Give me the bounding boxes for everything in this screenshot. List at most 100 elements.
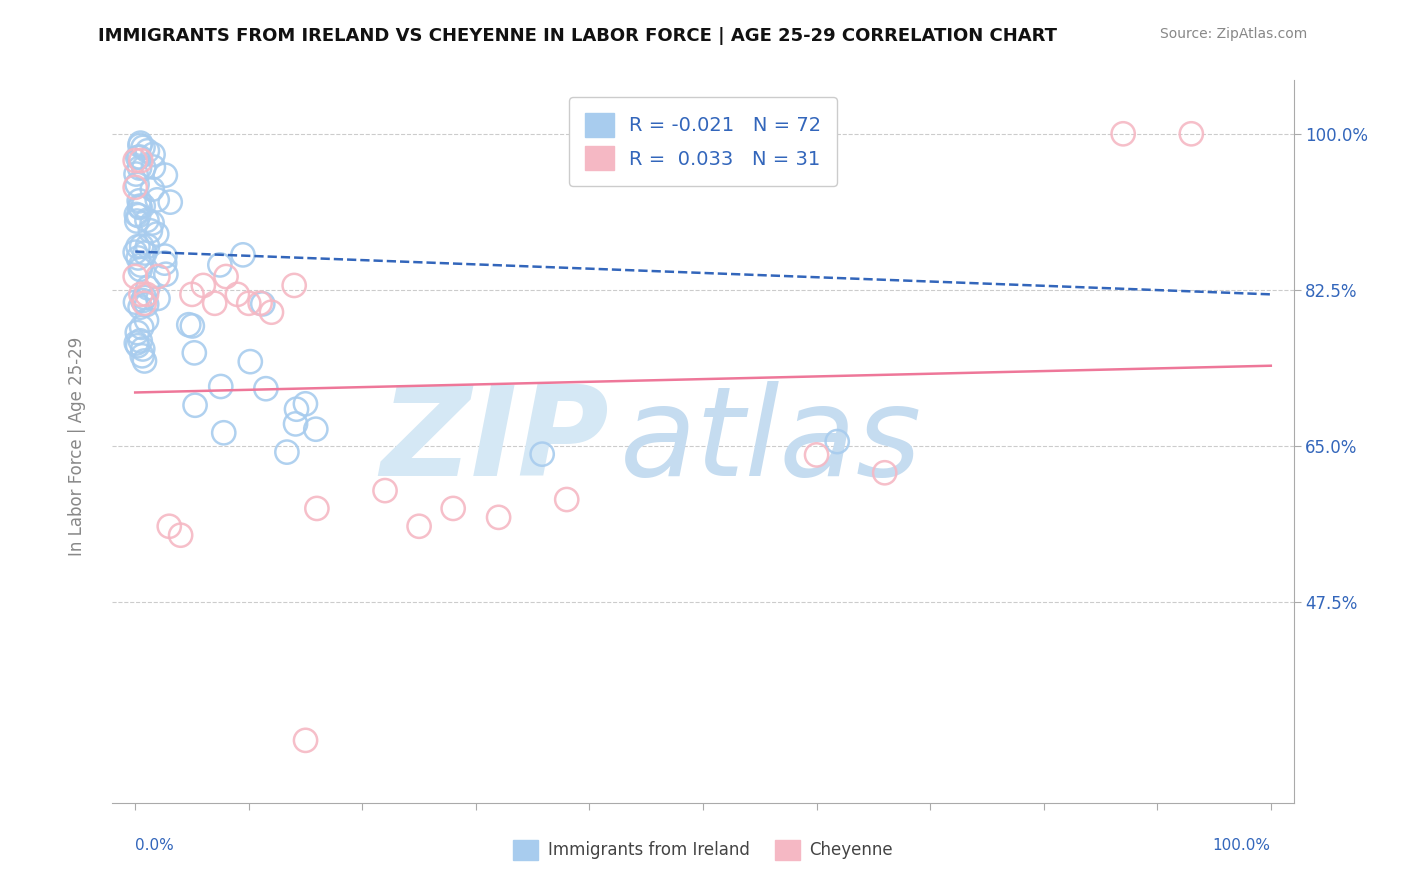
Point bbox=[260, 305, 283, 319]
Point bbox=[239, 354, 262, 368]
Point bbox=[124, 180, 146, 194]
Point bbox=[284, 417, 307, 431]
Point bbox=[294, 733, 316, 747]
Point bbox=[125, 336, 148, 351]
Point bbox=[128, 209, 150, 223]
Point bbox=[146, 292, 169, 306]
Point bbox=[374, 483, 396, 498]
Point bbox=[141, 182, 163, 196]
Point bbox=[134, 246, 156, 260]
Point bbox=[254, 382, 277, 396]
Point bbox=[169, 528, 191, 542]
Point bbox=[276, 445, 298, 459]
Point bbox=[226, 287, 249, 301]
Text: 100.0%: 100.0% bbox=[1213, 838, 1271, 854]
Point bbox=[134, 296, 156, 310]
Text: 0.0%: 0.0% bbox=[135, 838, 174, 854]
Point bbox=[146, 269, 169, 284]
Point bbox=[139, 224, 162, 238]
Point bbox=[136, 144, 159, 158]
Point bbox=[128, 150, 150, 164]
Point bbox=[177, 318, 200, 332]
Point bbox=[294, 397, 316, 411]
Point bbox=[153, 256, 176, 270]
Point bbox=[127, 150, 149, 164]
Point bbox=[129, 138, 152, 153]
Point bbox=[441, 501, 464, 516]
Point bbox=[134, 290, 156, 304]
Point bbox=[181, 287, 204, 301]
Point bbox=[124, 245, 146, 260]
Point bbox=[184, 398, 207, 412]
Point bbox=[531, 447, 554, 461]
Point bbox=[142, 147, 165, 161]
Point bbox=[155, 168, 177, 182]
Point bbox=[129, 300, 152, 314]
Text: atlas: atlas bbox=[620, 381, 922, 502]
Point bbox=[136, 213, 159, 227]
Point bbox=[157, 519, 180, 533]
Point bbox=[128, 161, 150, 175]
Point bbox=[129, 201, 152, 215]
Point bbox=[127, 326, 149, 340]
Point bbox=[305, 501, 328, 516]
Point bbox=[136, 239, 159, 253]
Point bbox=[136, 281, 159, 295]
Point bbox=[555, 492, 578, 507]
Point bbox=[132, 293, 155, 308]
Point bbox=[181, 318, 204, 333]
Point bbox=[129, 136, 152, 150]
Point bbox=[146, 193, 169, 207]
Point bbox=[215, 269, 238, 284]
Point bbox=[125, 214, 148, 228]
Point bbox=[1180, 127, 1202, 141]
Point bbox=[131, 349, 153, 363]
Point bbox=[249, 296, 271, 310]
Point bbox=[145, 227, 167, 241]
Point bbox=[873, 466, 896, 480]
Point bbox=[204, 296, 226, 310]
Text: In Labor Force | Age 25-29: In Labor Force | Age 25-29 bbox=[69, 336, 86, 556]
Point bbox=[129, 258, 152, 272]
Text: Source: ZipAtlas.com: Source: ZipAtlas.com bbox=[1160, 27, 1308, 41]
Point bbox=[132, 161, 155, 175]
Point bbox=[142, 160, 165, 174]
Point bbox=[159, 195, 181, 210]
Point bbox=[305, 422, 328, 436]
Point bbox=[128, 199, 150, 213]
Text: ZIP: ZIP bbox=[380, 381, 609, 502]
Point bbox=[183, 346, 205, 360]
Point bbox=[238, 296, 260, 310]
Point bbox=[127, 251, 149, 265]
Point bbox=[125, 207, 148, 221]
Point bbox=[209, 379, 232, 393]
Point bbox=[128, 194, 150, 208]
Point bbox=[232, 248, 254, 262]
Point bbox=[135, 287, 157, 301]
Point bbox=[132, 199, 155, 213]
Point bbox=[283, 278, 305, 293]
Point bbox=[212, 425, 235, 440]
Point bbox=[124, 269, 146, 284]
Point bbox=[132, 342, 155, 356]
Point bbox=[129, 262, 152, 277]
Point bbox=[124, 295, 146, 310]
Point bbox=[135, 313, 157, 327]
Text: IMMIGRANTS FROM IRELAND VS CHEYENNE IN LABOR FORCE | AGE 25-29 CORRELATION CHART: IMMIGRANTS FROM IRELAND VS CHEYENNE IN L… bbox=[98, 27, 1057, 45]
Point bbox=[825, 434, 848, 449]
Point bbox=[127, 240, 149, 254]
Point bbox=[208, 258, 231, 272]
Point bbox=[129, 153, 152, 168]
Point bbox=[125, 167, 148, 181]
Point bbox=[127, 339, 149, 353]
Legend: Immigrants from Ireland, Cheyenne: Immigrants from Ireland, Cheyenne bbox=[506, 833, 900, 867]
Point bbox=[131, 239, 153, 253]
Point bbox=[252, 297, 274, 311]
Point bbox=[129, 334, 152, 348]
Point bbox=[135, 297, 157, 311]
Point bbox=[285, 402, 308, 417]
Point bbox=[806, 448, 828, 462]
Point bbox=[132, 140, 155, 154]
Point bbox=[125, 178, 148, 192]
Point bbox=[408, 519, 430, 533]
